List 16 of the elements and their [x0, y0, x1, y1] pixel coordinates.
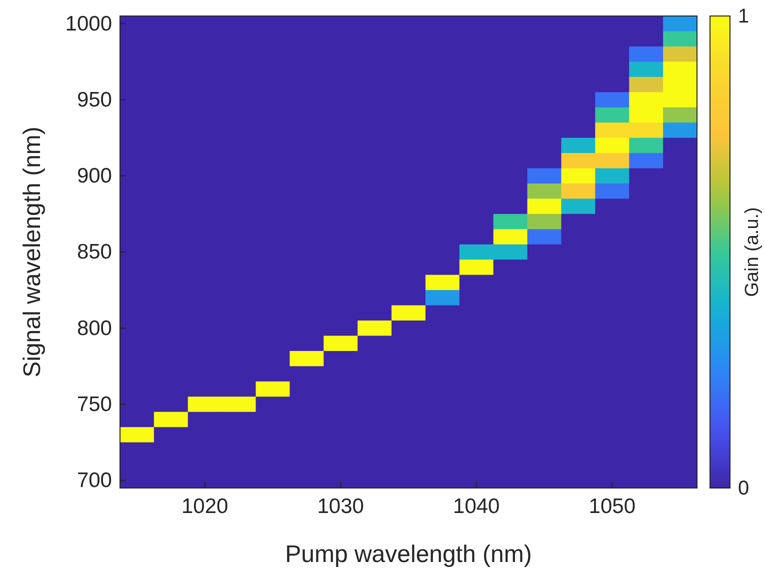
- y-tick-label: 700: [76, 469, 112, 492]
- x-tick-label: 1030: [317, 494, 364, 518]
- color-bar-label: 1: [738, 5, 750, 28]
- y-tick-label: 950: [76, 88, 112, 112]
- x-axis-title: Pump wavelength (nm): [285, 541, 532, 568]
- y-tick-label: 850: [76, 240, 112, 264]
- color-bar-title: Gain (a.u.): [742, 207, 763, 297]
- x-tick-label: 1020: [181, 494, 228, 518]
- y-axis-title: Signal wavelength (nm): [19, 126, 46, 378]
- color-bar-label: 0: [738, 477, 750, 500]
- x-tick-label: 1040: [453, 494, 500, 518]
- x-tick-label: 1050: [588, 494, 636, 518]
- y-tick-label: 1000: [65, 12, 112, 36]
- y-tick-label: 900: [76, 164, 112, 188]
- y-tick-label: 750: [76, 392, 112, 416]
- y-tick-label: 800: [76, 316, 112, 340]
